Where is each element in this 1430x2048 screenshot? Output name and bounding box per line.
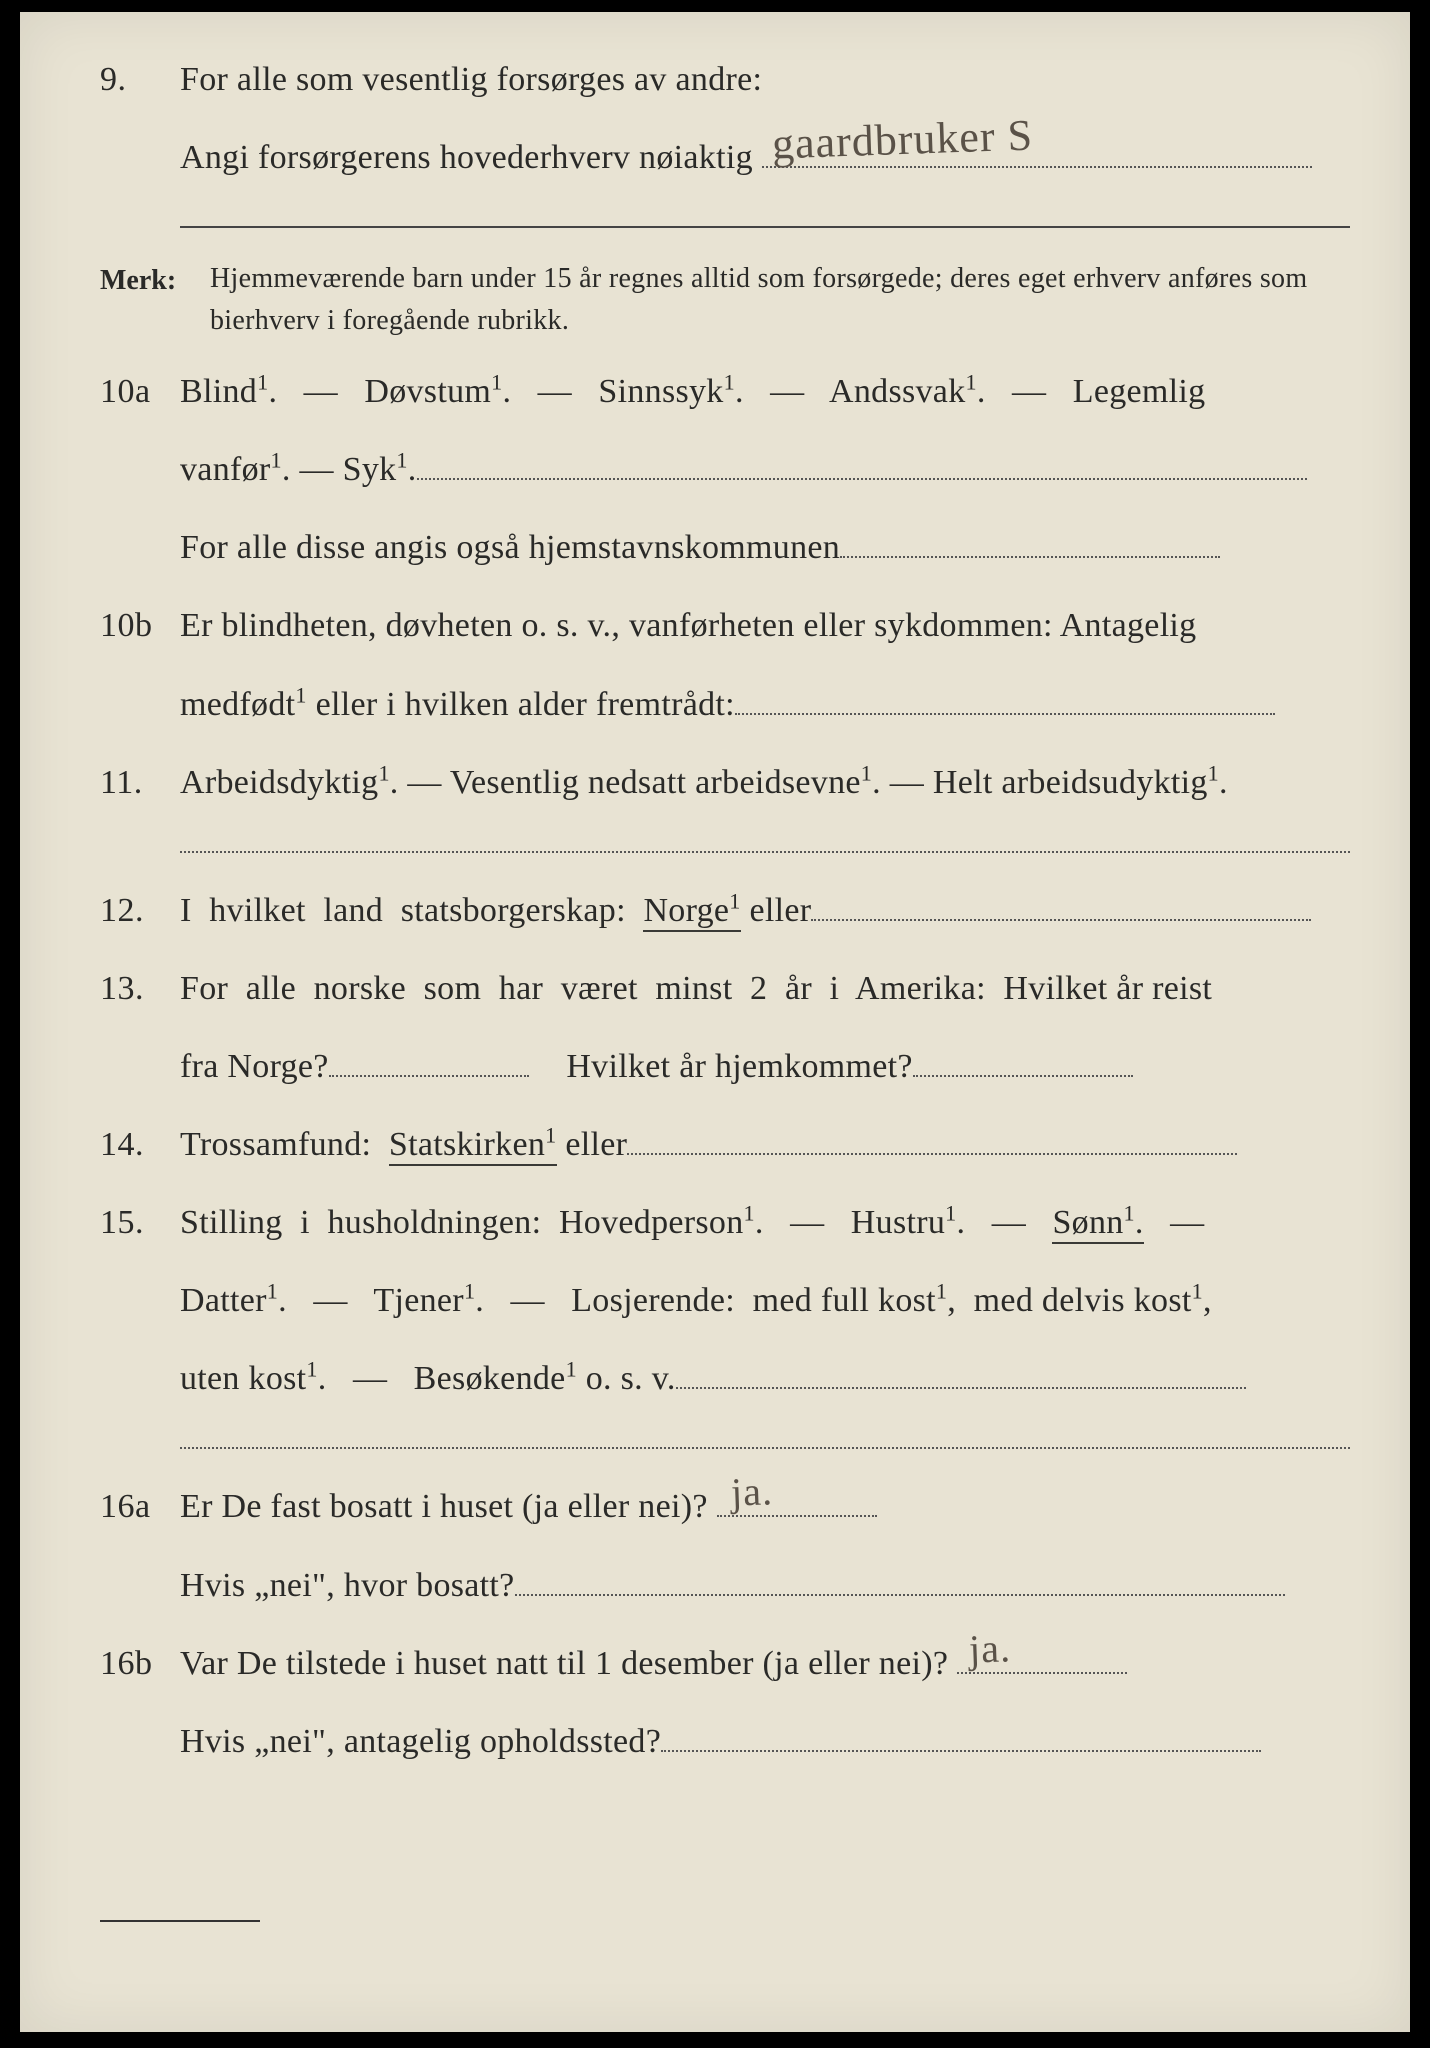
q16a-row1: 16a Er De fast bosatt i huset (ja eller …	[100, 1479, 1360, 1535]
q15-number: 15.	[100, 1195, 180, 1251]
q9-row1: 9. For alle som vesentlig forsørges av a…	[100, 52, 1360, 108]
q15-line1-suffix: —	[1144, 1204, 1205, 1241]
q16b-line1: Var De tilstede i huset natt til 1 desem…	[180, 1636, 1360, 1692]
q9-line2: Angi forsørgerens hovederhverv nøiaktig …	[180, 130, 1360, 186]
q14-underlined: Statskirken1	[389, 1126, 557, 1166]
q16a-line1: Er De fast bosatt i huset (ja eller nei)…	[180, 1479, 1360, 1535]
q9-line1: For alle som vesentlig forsørges av andr…	[180, 52, 1360, 108]
q10b-line1: Er blindheten, døvheten o. s. v., vanfør…	[180, 598, 1360, 654]
q15-line2: Datter1. — Tjener1. — Losjerende: med fu…	[180, 1273, 1360, 1329]
q10b-line2: medfødt1 eller i hvilken alder fremtrådt…	[180, 677, 1360, 733]
q10b-number: 10b	[100, 598, 180, 654]
q12-row: 12. I hvilket land statsborgerskap: Norg…	[100, 883, 1360, 939]
q10a-number: 10a	[100, 364, 180, 420]
q13-row1: 13. For alle norske som har været minst …	[100, 961, 1360, 1017]
q10a-line1: Blind1. — Døvstum1. — Sinnssyk1. — Andss…	[180, 364, 1360, 420]
merk-label: Merk:	[100, 258, 210, 304]
q15-line1: Stilling i husholdningen: Hovedperson1. …	[180, 1195, 1360, 1251]
q10a-row3: For alle disse angis også hjemstavnskomm…	[100, 520, 1360, 576]
q16b-number: 16b	[100, 1636, 180, 1692]
q14-prefix: Trossamfund:	[180, 1126, 389, 1163]
q16a-line1-prefix: Er De fast bosatt i huset (ja eller nei)…	[180, 1488, 708, 1525]
q11-row: 11. Arbeidsdyktig1. — Vesentlig nedsatt …	[100, 755, 1360, 811]
q13-line2b: Hvilket år hjemkommet?	[566, 1048, 913, 1085]
q14-row: 14. Trossamfund: Statskirken1 eller	[100, 1117, 1360, 1173]
q12-underlined: Norge1	[643, 892, 740, 932]
q12-text: I hvilket land statsborgerskap: Norge1 e…	[180, 883, 1360, 939]
q15-row1: 15. Stilling i husholdningen: Hovedperso…	[100, 1195, 1360, 1251]
q15-row2: Datter1. — Tjener1. — Losjerende: med fu…	[100, 1273, 1360, 1329]
q13-row2: fra Norge? Hvilket år hjemkommet?	[100, 1039, 1360, 1095]
q15-line3: uten kost1. — Besøkende1 o. s. v.	[180, 1351, 1360, 1407]
q16b-row1: 16b Var De tilstede i huset natt til 1 d…	[100, 1636, 1360, 1692]
q14-text: Trossamfund: Statskirken1 eller	[180, 1117, 1360, 1173]
footnote-rule	[100, 1920, 260, 1922]
q14-suffix: eller	[557, 1126, 628, 1163]
q13-line1: For alle norske som har været minst 2 år…	[180, 961, 1360, 1017]
q11-text: Arbeidsdyktig1. — Vesentlig nedsatt arbe…	[180, 755, 1360, 811]
q16a-row2: Hvis „nei", hvor bosatt?	[100, 1558, 1360, 1614]
q16b-handwritten: ja.	[968, 1615, 1012, 1682]
q10a-line2: vanfør1. — Syk1.	[180, 442, 1360, 498]
q9-number: 9.	[100, 52, 180, 108]
q15-line1-underlined: Sønn1.	[1052, 1204, 1143, 1244]
merk-row: Merk: Hjemmeværende barn under 15 år reg…	[100, 258, 1360, 342]
q10b-row1: 10b Er blindheten, døvheten o. s. v., va…	[100, 598, 1360, 654]
q16a-line2: Hvis „nei", hvor bosatt?	[180, 1558, 1360, 1614]
q15-row3: uten kost1. — Besøkende1 o. s. v.	[100, 1351, 1360, 1407]
q15-line1-prefix: Stilling i husholdningen: Hovedperson1. …	[180, 1204, 1052, 1241]
q9-row2: Angi forsørgerens hovederhverv nøiaktig …	[100, 130, 1360, 186]
q13-number: 13.	[100, 961, 180, 1017]
merk-text: Hjemmeværende barn under 15 år regnes al…	[210, 258, 1360, 342]
q16b-row2: Hvis „nei", antagelig opholdssted?	[100, 1714, 1360, 1770]
q13-line2: fra Norge? Hvilket år hjemkommet?	[180, 1039, 1360, 1095]
q10a-line3: For alle disse angis også hjemstavnskomm…	[180, 520, 1360, 576]
q16a-number: 16a	[100, 1479, 180, 1535]
q14-number: 14.	[100, 1117, 180, 1173]
q10a-row2: vanfør1. — Syk1.	[100, 442, 1360, 498]
q16b-line2: Hvis „nei", antagelig opholdssted?	[180, 1714, 1360, 1770]
q12-number: 12.	[100, 883, 180, 939]
q11-number: 11.	[100, 755, 180, 811]
q9-line2-prefix: Angi forsørgerens hovederhverv nøiaktig	[180, 139, 753, 176]
q16a-handwritten: ja.	[729, 1459, 773, 1526]
q12-suffix: eller	[741, 892, 812, 929]
q13-line2a: fra Norge?	[180, 1048, 329, 1085]
q16b-line1-prefix: Var De tilstede i huset natt til 1 desem…	[180, 1645, 948, 1682]
document-content: 9. For alle som vesentlig forsørges av a…	[100, 52, 1360, 1778]
document-page: 9. For alle som vesentlig forsørges av a…	[20, 12, 1410, 2032]
q10b-row2: medfødt1 eller i hvilken alder fremtrådt…	[100, 677, 1360, 733]
q9-handwritten: gaardbruker S	[771, 99, 1034, 181]
q10a-row1: 10a Blind1. — Døvstum1. — Sinnssyk1. — A…	[100, 364, 1360, 420]
q12-prefix: I hvilket land statsborgerskap:	[180, 892, 643, 929]
